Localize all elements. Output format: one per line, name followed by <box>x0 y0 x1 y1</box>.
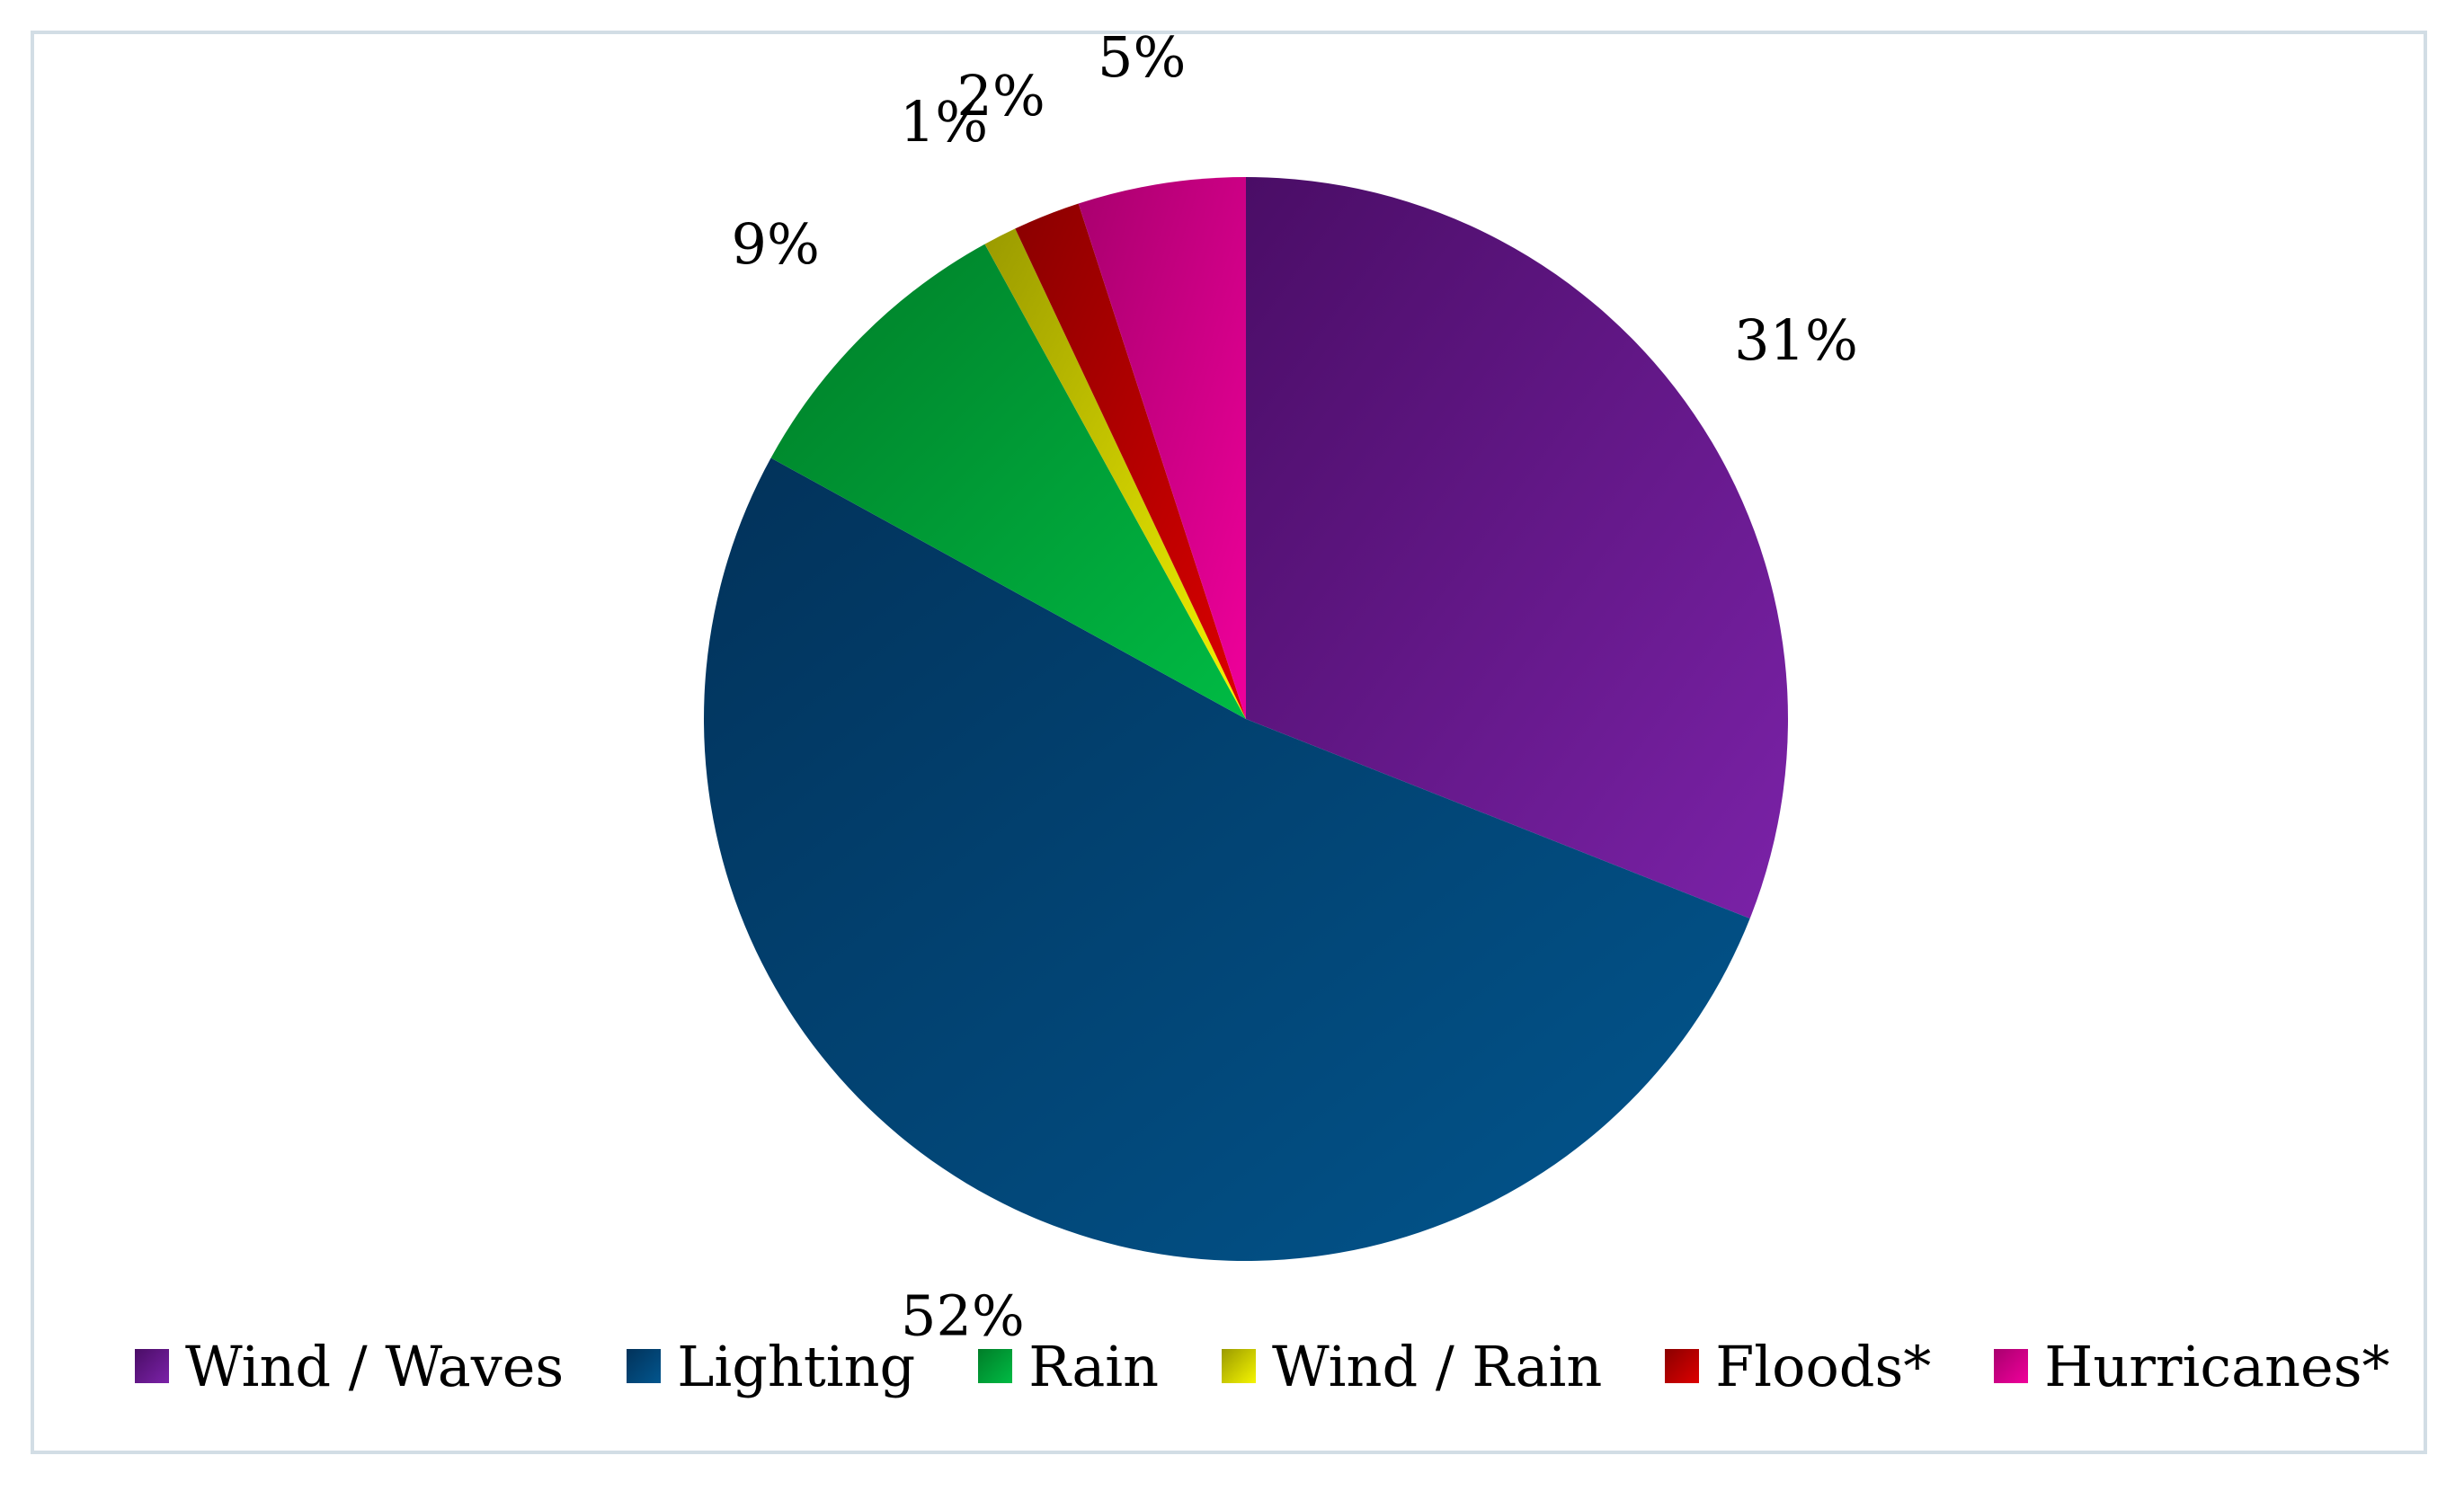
legend-label-rain: Rain <box>1028 1333 1160 1399</box>
legend-label-wind-rain: Wind / Rain <box>1272 1333 1603 1399</box>
legend-swatch-floods <box>1665 1349 1700 1383</box>
legend: Wind / Waves Lighting Rain Wind / Rain F… <box>135 1330 2390 1402</box>
legend-label-floods: Floods* <box>1715 1333 1932 1399</box>
pie-slice-floods[interactable] <box>1015 203 1246 719</box>
data-label-rain: 9% <box>732 211 820 277</box>
legend-swatch-hurricanes <box>1994 1349 2029 1383</box>
legend-item-floods[interactable]: Floods* <box>1665 1334 1931 1399</box>
legend-swatch-wind-waves <box>135 1349 169 1383</box>
legend-item-wind-rain[interactable]: Wind / Rain <box>1222 1334 1602 1399</box>
pie-data-labels: 31% 52% 9% 1%2% 5% <box>732 24 1858 1348</box>
legend-item-hurricanes[interactable]: Hurricanes* <box>1994 1333 2390 1399</box>
pie-slice-hurricanes[interactable] <box>1078 177 1246 719</box>
legend-item-wind-waves[interactable]: Wind / Waves <box>135 1334 564 1399</box>
data-label-wind-rain: 1% <box>900 89 988 155</box>
legend-item-lighting[interactable]: Lighting <box>627 1334 915 1399</box>
pie-slice-rain[interactable] <box>770 244 1246 720</box>
pie-slice-wind-waves[interactable] <box>1246 177 1789 919</box>
legend-swatch-wind-rain <box>1222 1349 1257 1383</box>
legend-label-hurricanes: Hurricanes* <box>2044 1333 2390 1399</box>
data-label-floods: 2% <box>956 63 1045 129</box>
legend-item-rain[interactable]: Rain <box>978 1334 1159 1399</box>
data-label-hurricanes: 5% <box>1098 24 1186 90</box>
legend-label-wind-waves: Wind / Waves <box>185 1333 565 1399</box>
legend-swatch-rain <box>978 1349 1013 1383</box>
legend-label-lighting: Lighting <box>677 1333 916 1399</box>
pie-slice-lighting[interactable] <box>704 457 1750 1261</box>
data-label-lighting: 52% <box>901 1283 1025 1349</box>
legend-swatch-lighting <box>627 1349 662 1383</box>
data-label-wind-waves: 31% <box>1734 307 1858 373</box>
pie-slice-wind-rain[interactable] <box>984 228 1246 719</box>
pie-slices <box>704 177 1789 1261</box>
